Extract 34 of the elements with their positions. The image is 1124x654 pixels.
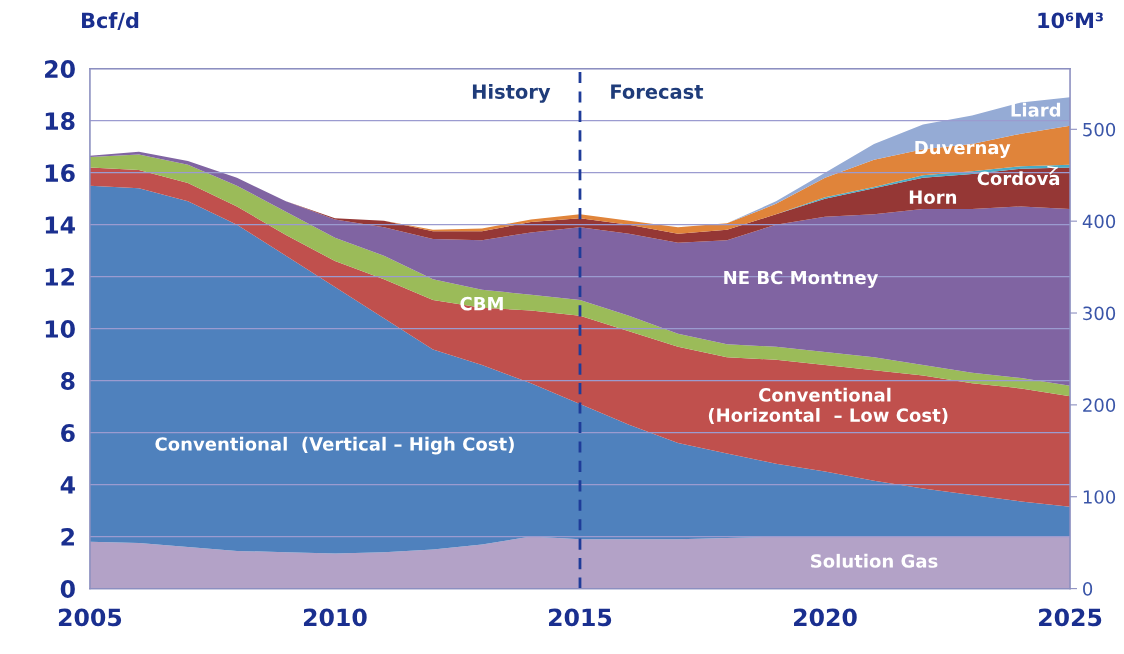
y-tick-label: 0	[60, 580, 75, 598]
series-label: NE BC Montney	[724, 270, 879, 288]
y-tick-label: 6	[61, 424, 75, 442]
y2-tick-label: 400	[1082, 214, 1116, 229]
y2-tick-label: 200	[1083, 398, 1116, 412]
series-label: Duvernay	[915, 140, 1011, 158]
series-label: Conventional (Horizontal – Low Cost)	[708, 387, 948, 425]
series-label: Horn	[909, 190, 957, 204]
y2-tick-label: 500	[1083, 122, 1116, 137]
x-tick-label: 2015	[548, 608, 612, 627]
x-tick-label: 2025	[1039, 608, 1102, 627]
y-tick-label: 16	[45, 164, 75, 182]
series-label: CBM	[460, 296, 503, 311]
y-tick-label: 20	[45, 60, 75, 78]
y-tick-label: 4	[60, 476, 75, 494]
y-tick-label: 8	[61, 372, 75, 390]
y-tick-label: 2	[61, 528, 74, 546]
series-label: Conventional (Vertical – High Cost)	[155, 436, 514, 455]
y2-tick-label: 100	[1083, 490, 1116, 504]
annotation: History	[472, 83, 551, 103]
y2-tick-label: 300	[1083, 306, 1116, 321]
x-tick-label: 2020	[794, 608, 857, 627]
series-label: Cordova	[977, 171, 1060, 186]
x-tick-label: 2005	[58, 608, 122, 627]
y-tick-label: 12	[45, 268, 74, 286]
y-tick-label: 18	[45, 112, 75, 130]
y2-axis-title: 10⁶M³	[1038, 12, 1103, 29]
y2-tick-label: 0	[1083, 582, 1093, 596]
annotation: Forecast	[611, 84, 704, 100]
y-axis-title: Bcf/d	[82, 12, 139, 30]
y-tick-label: 14	[45, 216, 75, 234]
series-label: Liard	[1011, 102, 1061, 117]
x-tick-label: 2010	[303, 608, 367, 627]
y-tick-label: 10	[45, 320, 75, 338]
